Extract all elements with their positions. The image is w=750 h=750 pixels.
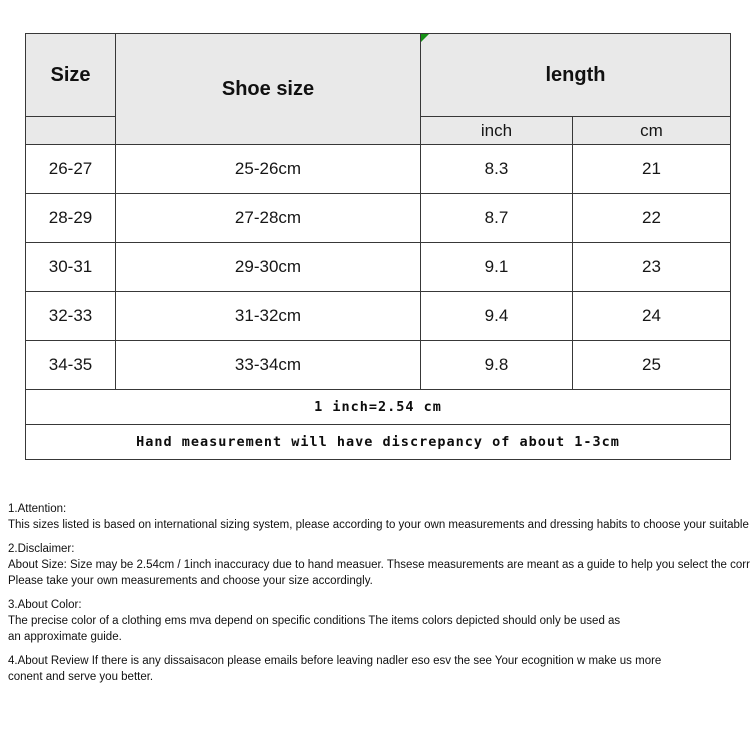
cell-cm: 21 [572,144,731,194]
disclaimer-attention: 1.Attention: This sizes listed is based … [8,501,750,533]
footer-note-row: 1 inch=2.54 cm [25,389,731,425]
header-length-label: length [545,63,606,86]
cell-shoe-size: 27-28cm [115,193,421,243]
header-inch: inch [420,116,573,145]
cell-size: 30-31 [25,242,116,292]
cell-inch: 9.1 [420,242,573,292]
disclaimer-size: 2.Disclaimer: About Size: Size may be 2.… [8,541,750,589]
cell-cm: 24 [572,291,731,341]
header-shoe-size: Shoe size [115,33,421,145]
measurement-discrepancy-note: Hand measurement will have discrepancy o… [25,424,731,460]
cell-size: 32-33 [25,291,116,341]
cell-cm: 22 [572,193,731,243]
cell-shoe-size: 25-26cm [115,144,421,194]
disclaimer-section: 1.Attention: This sizes listed is based … [8,501,750,693]
disclaimer-text: This sizes listed is based on internatio… [8,519,750,531]
cell-cm: 23 [572,242,731,292]
cell-shoe-size: 31-32cm [115,291,421,341]
cell-size: 34-35 [25,340,116,390]
disclaimer-title: 3.About Color: [8,599,82,611]
cell-shoe-size: 33-34cm [115,340,421,390]
cell-inch: 9.8 [420,340,573,390]
table-row: 30-31 29-30cm 9.1 23 [25,242,731,292]
header-empty-cell [25,116,116,145]
disclaimer-text: an approximate guide. [8,631,122,643]
disclaimer-text: About Size: Size may be 2.54cm / 1inch i… [8,559,750,571]
disclaimer-text: Please take your own measurements and ch… [8,575,373,587]
header-size: Size [25,33,116,117]
cell-inch: 8.7 [420,193,573,243]
cell-shoe-size: 29-30cm [115,242,421,292]
cell-inch: 8.3 [420,144,573,194]
cell-inch: 9.4 [420,291,573,341]
disclaimer-title: 1.Attention: [8,503,67,515]
inch-conversion-note: 1 inch=2.54 cm [25,389,731,425]
disclaimer-text: 4.About Review If there is any dissaisac… [8,655,662,667]
cell-size: 28-29 [25,193,116,243]
cell-size: 26-27 [25,144,116,194]
table-row: 26-27 25-26cm 8.3 21 [25,144,731,194]
cell-cm: 25 [572,340,731,390]
green-corner-marker-icon [421,34,429,42]
table-row: 34-35 33-34cm 9.8 25 [25,340,731,390]
size-chart-table: Size Shoe size length inch cm 26-27 25-2… [25,33,731,460]
disclaimer-color: 3.About Color: The precise color of a cl… [8,597,750,645]
disclaimer-text: The precise color of a clothing ems mva … [8,615,621,627]
disclaimer-title: 2.Disclaimer: [8,543,75,555]
header-length: length [420,33,731,117]
footer-note-row: Hand measurement will have discrepancy o… [25,424,731,460]
disclaimer-review: 4.About Review If there is any dissaisac… [8,653,750,685]
disclaimer-text: conent and serve you better. [8,671,154,683]
table-row: 28-29 27-28cm 8.7 22 [25,193,731,243]
header-cm: cm [572,116,731,145]
table-row: 32-33 31-32cm 9.4 24 [25,291,731,341]
